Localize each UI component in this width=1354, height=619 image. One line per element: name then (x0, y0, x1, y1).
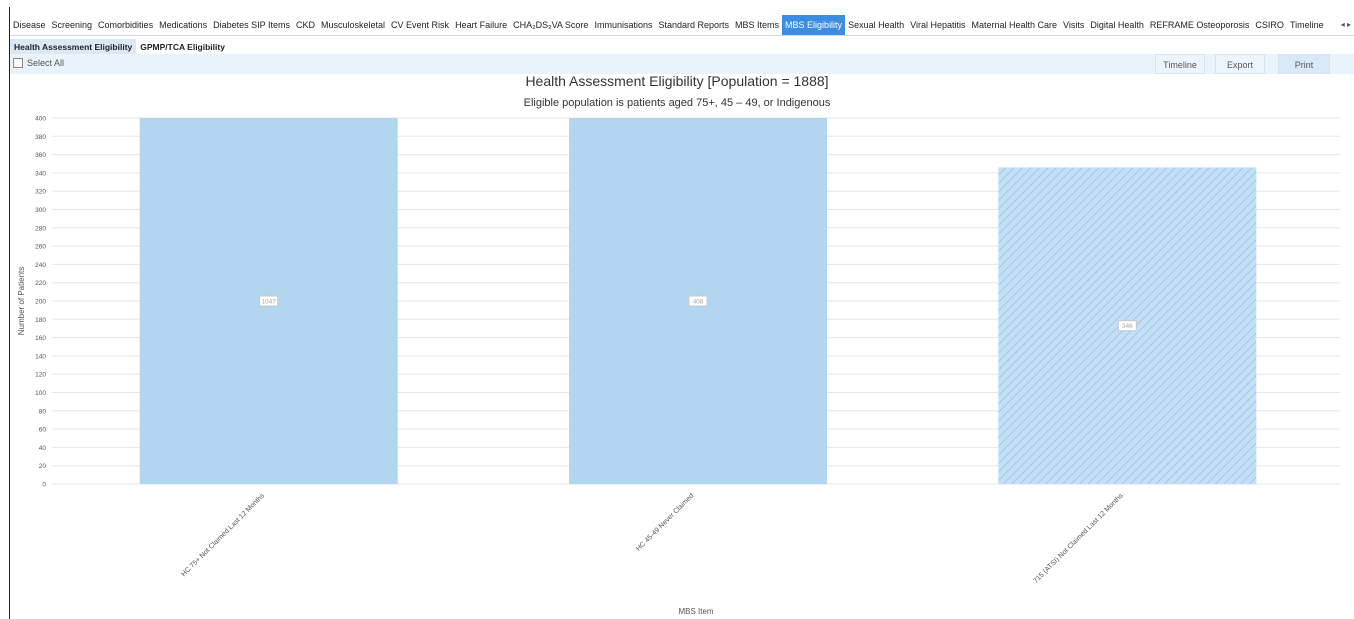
x-tick-label: HC 45-49 Never Claimed (635, 492, 695, 552)
y-tick-label: 80 (39, 408, 47, 415)
data-label-box (259, 295, 279, 307)
select-all-label: Select All (27, 58, 65, 68)
x-tick-label: 715 (ATSI) Not Claimed Last 12 Months (1032, 492, 1125, 585)
y-tick-label: 0 (42, 482, 46, 489)
tab-cv-event-risk[interactable]: CV Event Risk (391, 20, 450, 30)
timeline-button[interactable]: Timeline (1155, 54, 1205, 74)
main-tab-bar: Disease Screening Comorbidities Medications… (10, 15, 1354, 36)
y-axis-label: Number of Patients (17, 267, 26, 335)
tab-ckd[interactable]: CKD (295, 20, 315, 30)
x-tick-label: HC 75+ Not Claimed Last 12 Months (180, 492, 266, 578)
y-tick-label: 200 (35, 299, 46, 306)
print-button[interactable]: Print (1278, 54, 1330, 74)
x-axis-labels: HC 75+ Not Claimed Last 12 Months HC 45-4… (180, 492, 1125, 585)
y-tick-label: 40 (39, 445, 47, 452)
y-tick-label: 180 (35, 317, 46, 324)
y-tick-label: 240 (35, 262, 46, 269)
tab-visits[interactable]: Visits (1063, 20, 1085, 30)
tab-mbs-eligibility[interactable]: MBS Eligibility (782, 15, 846, 35)
data-label: 1047 (261, 299, 276, 306)
tab-mbs-items[interactable]: MBS Items (735, 20, 780, 30)
bar-chart: Health Assessment Eligibility [Populatio… (17, 73, 1340, 616)
y-tick-label: 400 (35, 116, 46, 123)
tab-standard-reports[interactable]: Standard Reports (658, 20, 730, 30)
tab-sexual-health[interactable]: Sexual Health (848, 20, 905, 30)
data-label: 408 (693, 299, 704, 306)
y-tick-label: 60 (39, 427, 47, 434)
tab-immunisations[interactable]: Immunisations (594, 20, 653, 30)
chart-subtitle: Eligible population is patients aged 75+… (524, 97, 831, 109)
tab-viral-hepatitis[interactable]: Viral Hepatitis (910, 20, 966, 30)
y-tick-label: 220 (35, 280, 46, 287)
y-tick-label: 340 (35, 170, 46, 177)
data-label-box (688, 295, 708, 307)
select-all-checkbox[interactable]: Select All (13, 58, 64, 68)
tab-cha-ds-va-score[interactable]: CHA₂DS₂VA Score (513, 20, 589, 30)
checkbox-icon[interactable] (13, 58, 23, 68)
tab-diabetes-sip-items[interactable]: Diabetes SIP Items (213, 20, 290, 30)
tab-maternal-health-care[interactable]: Maternal Health Care (971, 20, 1058, 30)
tab-heart-failure[interactable]: Heart Failure (455, 20, 508, 30)
y-tick-label: 320 (35, 189, 46, 196)
chart-title: Health Assessment Eligibility [Populatio… (525, 73, 828, 89)
y-tick-label: 260 (35, 244, 46, 251)
tab-scroll-arrows-icon[interactable]: ◂ ▸ (1334, 15, 1351, 35)
tab-timeline[interactable]: Timeline (1289, 20, 1324, 30)
y-axis: 0 20 40 60 80 100 120 140 160 180 200 220 240 260 280 3… (35, 116, 46, 489)
tab-digital-health[interactable]: Digital Health (1090, 20, 1144, 30)
y-tick-label: 380 (35, 134, 46, 141)
tab-musculoskeletal[interactable]: Musculoskeletal (321, 20, 386, 30)
x-axis-label: MBS Item (678, 607, 713, 616)
subtab-health-assessment-eligibility[interactable]: Health Assessment Eligibility (10, 39, 137, 55)
tab-csiro[interactable]: CSIRO (1255, 20, 1284, 30)
data-label-box (1117, 320, 1137, 332)
app-frame: Disease Screening Comorbidities Medications… (9, 7, 1354, 619)
y-tick-label: 160 (35, 335, 46, 342)
data-label: 346 (1122, 323, 1133, 330)
tab-screening[interactable]: Screening (51, 20, 93, 30)
sub-tab-bar: Health Assessment Eligibility GPMP/TCA El… (10, 37, 229, 55)
tab-medications[interactable]: Medications (159, 20, 208, 30)
y-tick-label: 300 (35, 207, 46, 214)
tab-reframe-osteoporosis[interactable]: REFRAME Osteoporosis (1149, 20, 1250, 30)
y-tick-label: 140 (35, 353, 46, 360)
bars: 1047 408 346 (139, 118, 1257, 484)
export-button[interactable]: Export (1215, 54, 1265, 74)
y-tick-label: 100 (35, 390, 46, 397)
tab-comorbidities[interactable]: Comorbidities (98, 20, 154, 30)
subtab-gpmp-tca-eligibility[interactable]: GPMP/TCA Eligibility (140, 42, 225, 52)
toolbar: Select All Timeline Export Print (10, 54, 1354, 74)
tab-disease[interactable]: Disease (13, 20, 46, 30)
y-tick-label: 20 (39, 463, 47, 470)
y-tick-label: 120 (35, 372, 46, 379)
y-tick-label: 360 (35, 152, 46, 159)
y-tick-label: 280 (35, 225, 46, 232)
